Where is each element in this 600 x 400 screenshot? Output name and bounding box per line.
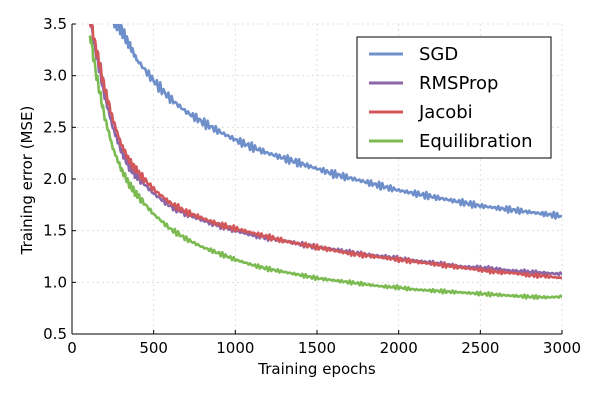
tick-labels: 0.5 1.0 1.5 2.0 2.5 3.0 3.5 0 500 1000 1500 2000 250… [43, 15, 581, 357]
y-axis-label: Training error (MSE) [18, 106, 36, 256]
legend-label-equilibration: Equilibration [419, 131, 533, 152]
y-tick-label: 3.0 [43, 67, 67, 85]
x-tick-label: 2500 [461, 339, 499, 357]
legend-label-jacobi: Jacobi [418, 102, 473, 123]
x-tick-label: 500 [139, 339, 168, 357]
x-tick-label: 1500 [298, 339, 336, 357]
x-tick-label: 0 [67, 339, 77, 357]
legend-label-sgd: SGD [419, 44, 458, 65]
y-tick-label: 3.5 [43, 15, 67, 33]
legend-box [356, 36, 552, 159]
series-line-sgd [112, 24, 562, 220]
y-tick-label: 2.5 [43, 118, 67, 136]
y-tick-label: 1.5 [43, 222, 67, 240]
series-line-jacobi [89, 24, 562, 280]
series-lines [88, 24, 562, 300]
axes [71, 23, 563, 335]
series-line-equilibration [88, 35, 562, 300]
x-tick-label: 1000 [216, 339, 254, 357]
x-tick-label: 3000 [543, 339, 581, 357]
y-tick-label: 0.5 [43, 325, 67, 343]
legend: SGD RMSProp Jacobi Equilibration [356, 36, 552, 159]
y-tick-label: 1.0 [43, 273, 67, 291]
x-axis-label: Training epochs [257, 360, 376, 378]
legend-label-rmsprop: RMSProp [419, 73, 498, 94]
x-tick-label: 2000 [380, 339, 418, 357]
y-tick-label: 2.0 [43, 170, 67, 188]
